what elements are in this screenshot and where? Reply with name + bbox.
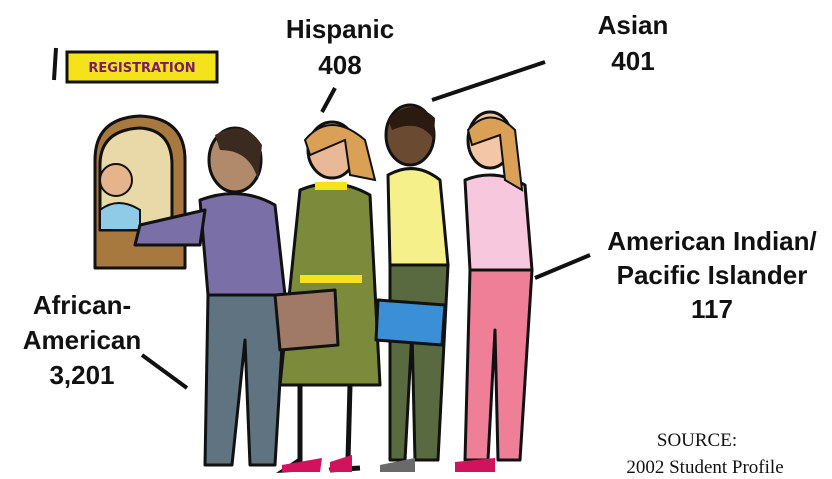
person-hispanic (275, 122, 380, 472)
group-count: 117 (691, 294, 733, 324)
group-name: Pacific Islander (617, 260, 808, 290)
registration-sign: REGISTRATION (54, 48, 217, 82)
source: 2002 Student Profile (626, 457, 783, 478)
group-name: American Indian/ (607, 226, 817, 256)
sign-text: REGISTRATION (88, 61, 195, 76)
person-asian (376, 105, 448, 472)
group-name: African- (33, 290, 131, 320)
group-count: 3,201 (49, 360, 114, 390)
person-american-indian (455, 112, 532, 472)
group-count: 408 (318, 50, 361, 80)
group-name: Hispanic (286, 14, 394, 44)
infographic: REGISTRATION (0, 0, 832, 479)
source: SOURCE: (657, 430, 737, 451)
group-count: 401 (611, 46, 654, 76)
group-name: American (23, 325, 142, 355)
group-name: Asian (598, 10, 669, 40)
